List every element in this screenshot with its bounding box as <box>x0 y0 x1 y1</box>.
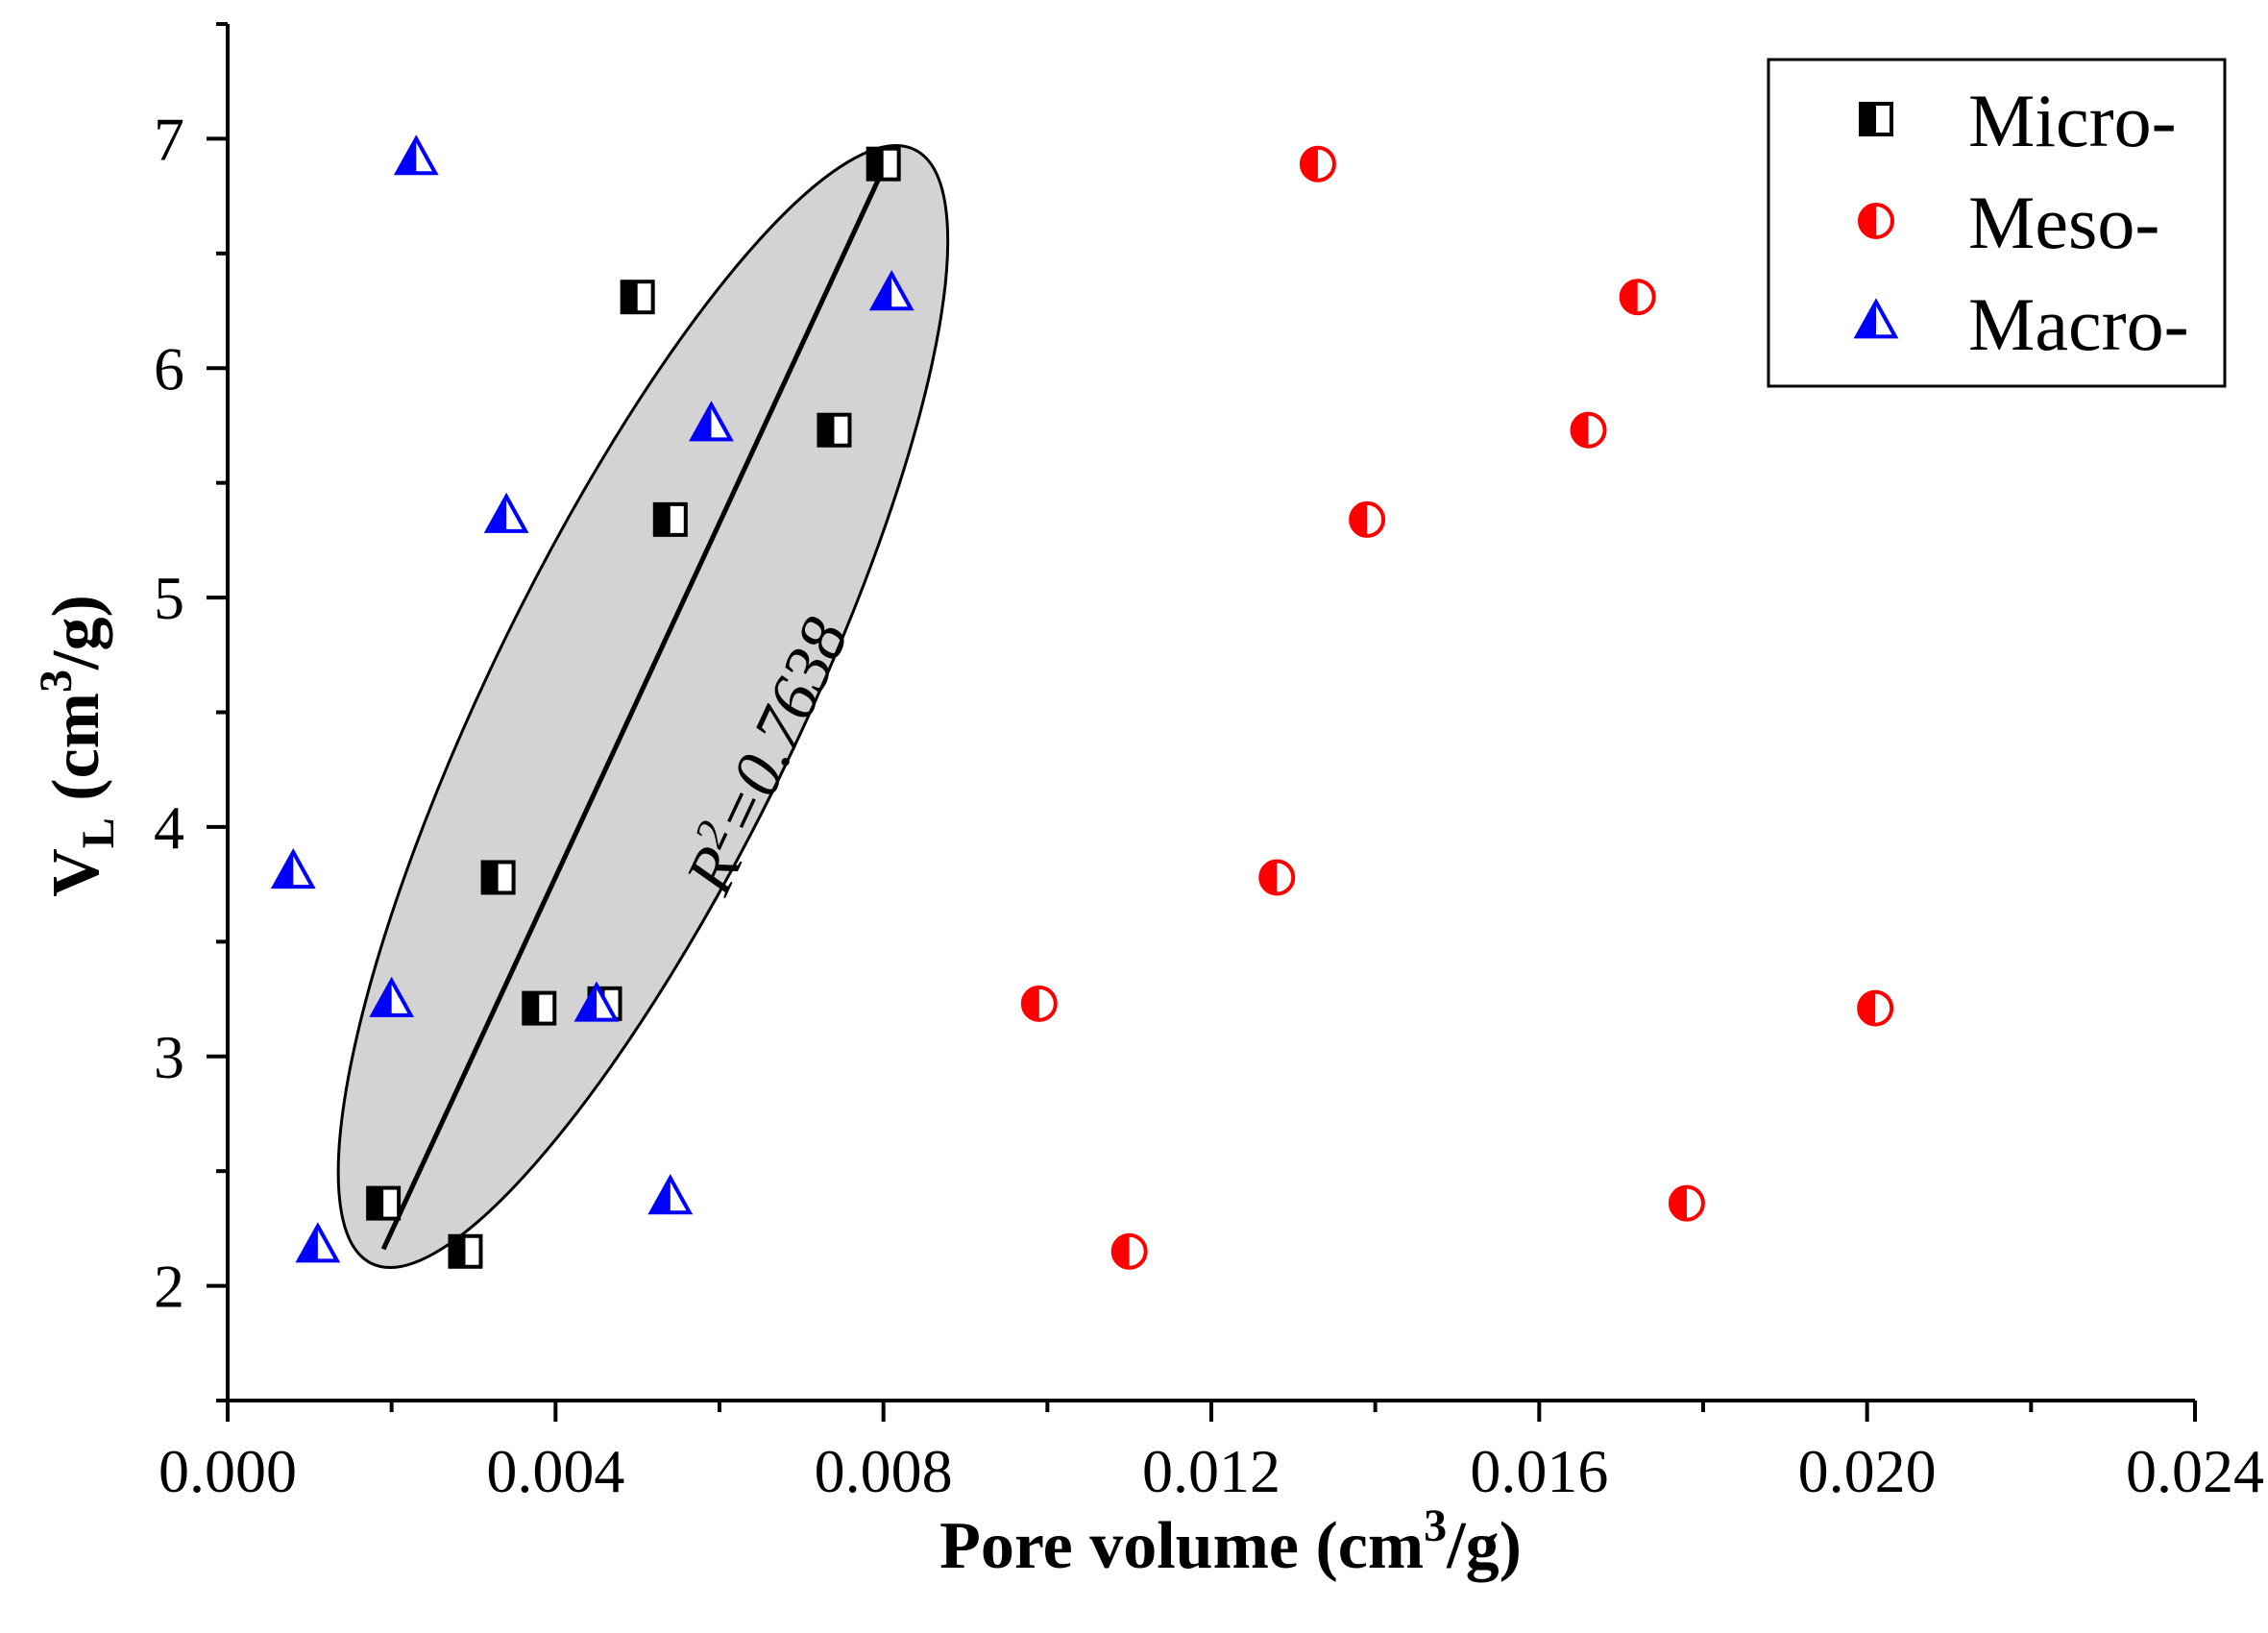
data-point <box>1110 1232 1148 1270</box>
marker-fill <box>692 404 712 440</box>
y-axis-title-mid: (cm <box>39 693 113 817</box>
data-point <box>652 501 688 537</box>
marker-fill <box>1022 987 1039 1020</box>
data-point <box>1619 279 1656 316</box>
linear-fit-line <box>380 167 886 1251</box>
cluster-highlight-ellipse <box>336 144 950 1269</box>
legend-marker <box>1858 203 1894 239</box>
x-axis-title-end: /g) <box>1446 1509 1522 1583</box>
marker-fill <box>1859 991 1876 1025</box>
y-axis-title-end: /g) <box>39 595 113 670</box>
data-point <box>1570 411 1607 449</box>
data-point <box>1020 985 1058 1022</box>
marker-fill <box>1301 147 1318 181</box>
data-point <box>647 1174 694 1215</box>
marker-fill <box>1572 413 1589 447</box>
legend-label: Micro- <box>1968 79 2177 162</box>
data-point <box>573 981 620 1022</box>
marker-fill <box>368 1187 384 1219</box>
data-point <box>620 280 655 315</box>
data-point <box>483 492 529 533</box>
marker-fill <box>650 1178 671 1213</box>
x-tick-label: 0.024 <box>2126 1437 2264 1505</box>
marker-fill <box>818 414 835 446</box>
legend-box <box>1767 58 2227 388</box>
y-tick-label: 3 <box>154 1023 184 1091</box>
marker-fill <box>1670 1186 1687 1220</box>
y-axis-title-main: V <box>39 848 113 897</box>
marker-fill <box>524 992 540 1024</box>
data-point <box>270 847 316 890</box>
y-tick-label: 7 <box>154 105 184 173</box>
data-point <box>817 412 852 448</box>
data-point <box>868 270 915 311</box>
x-axis-title-sup: 3 <box>1424 1500 1447 1551</box>
data-point <box>689 401 734 442</box>
marker-fill <box>450 1235 466 1267</box>
y-axis-title-sub: L <box>73 817 124 848</box>
legend-marker <box>1859 102 1893 136</box>
data-point <box>369 976 415 1017</box>
x-axis-title-main: Pore volume (cm <box>939 1509 1424 1583</box>
x-tick-label: 0.008 <box>815 1437 953 1505</box>
marker-fill <box>274 852 294 888</box>
data-point <box>295 1222 341 1263</box>
marker-fill <box>482 862 499 893</box>
data-point <box>448 1233 483 1269</box>
marker-fill <box>1621 280 1638 314</box>
data-point <box>480 860 516 895</box>
marker-fill <box>654 503 671 535</box>
y-axis-title: VL (cm3/g) <box>31 595 124 897</box>
legend-marker <box>1853 298 1899 339</box>
marker-fill <box>1351 502 1368 536</box>
legend-label: Macro- <box>1968 282 2189 366</box>
x-tick-label: 0.012 <box>1142 1437 1280 1505</box>
data-point <box>1349 500 1386 538</box>
marker-fill <box>577 985 597 1020</box>
x-axis-title: Pore volume (cm3/g) <box>939 1500 1522 1583</box>
marker-fill <box>1857 302 1876 337</box>
marker-fill <box>622 281 638 313</box>
y-tick-label: 2 <box>154 1253 184 1321</box>
marker-fill <box>372 980 392 1015</box>
x-tick-label: 0.020 <box>1798 1437 1937 1505</box>
marker-fill <box>1860 205 1876 237</box>
data-point <box>1857 989 1894 1027</box>
y-tick-label: 5 <box>154 564 184 632</box>
data-point <box>522 990 557 1026</box>
y-tick-label: 6 <box>154 334 184 402</box>
data-point <box>1668 1184 1705 1222</box>
x-tick-label: 0.016 <box>1470 1437 1608 1505</box>
data-point <box>366 1185 402 1221</box>
x-tick-label: 0.004 <box>486 1437 624 1505</box>
y-tick-label: 4 <box>154 793 184 862</box>
marker-fill <box>867 148 884 180</box>
marker-fill <box>397 138 417 174</box>
x-tick-label: 0.000 <box>159 1437 297 1505</box>
data-point <box>866 146 901 182</box>
data-point <box>1299 145 1336 183</box>
marker-fill <box>1861 104 1876 134</box>
data-point <box>393 134 439 176</box>
data-point <box>1258 859 1296 896</box>
marker-fill <box>1260 861 1278 894</box>
y-axis-title-sup: 3 <box>31 670 82 693</box>
legend-label: Meso- <box>1968 181 2159 264</box>
marker-fill <box>1112 1234 1130 1268</box>
